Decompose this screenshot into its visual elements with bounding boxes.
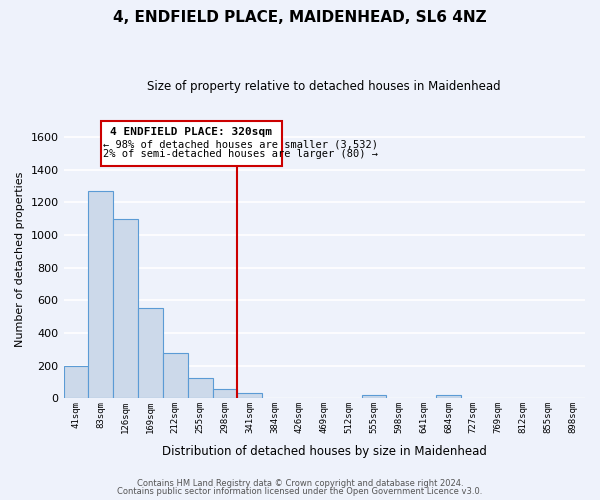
X-axis label: Distribution of detached houses by size in Maidenhead: Distribution of detached houses by size …: [162, 444, 487, 458]
Y-axis label: Number of detached properties: Number of detached properties: [15, 172, 25, 347]
Bar: [436, 395, 461, 398]
Bar: [113, 218, 138, 398]
Bar: [188, 378, 212, 398]
Text: ← 98% of detached houses are smaller (3,532): ← 98% of detached houses are smaller (3,…: [103, 140, 378, 149]
Text: Contains public sector information licensed under the Open Government Licence v3: Contains public sector information licen…: [118, 487, 482, 496]
Text: 2% of semi-detached houses are larger (80) →: 2% of semi-detached houses are larger (8…: [103, 149, 378, 159]
FancyBboxPatch shape: [101, 120, 282, 166]
Title: Size of property relative to detached houses in Maidenhead: Size of property relative to detached ho…: [148, 80, 501, 93]
Bar: [362, 395, 386, 398]
Text: 4 ENDFIELD PLACE: 320sqm: 4 ENDFIELD PLACE: 320sqm: [110, 127, 272, 137]
Text: 4, ENDFIELD PLACE, MAIDENHEAD, SL6 4NZ: 4, ENDFIELD PLACE, MAIDENHEAD, SL6 4NZ: [113, 10, 487, 25]
Bar: [238, 394, 262, 398]
Bar: [88, 191, 113, 398]
Text: Contains HM Land Registry data © Crown copyright and database right 2024.: Contains HM Land Registry data © Crown c…: [137, 478, 463, 488]
Bar: [163, 354, 188, 399]
Bar: [64, 366, 88, 398]
Bar: [138, 308, 163, 398]
Bar: [212, 388, 238, 398]
